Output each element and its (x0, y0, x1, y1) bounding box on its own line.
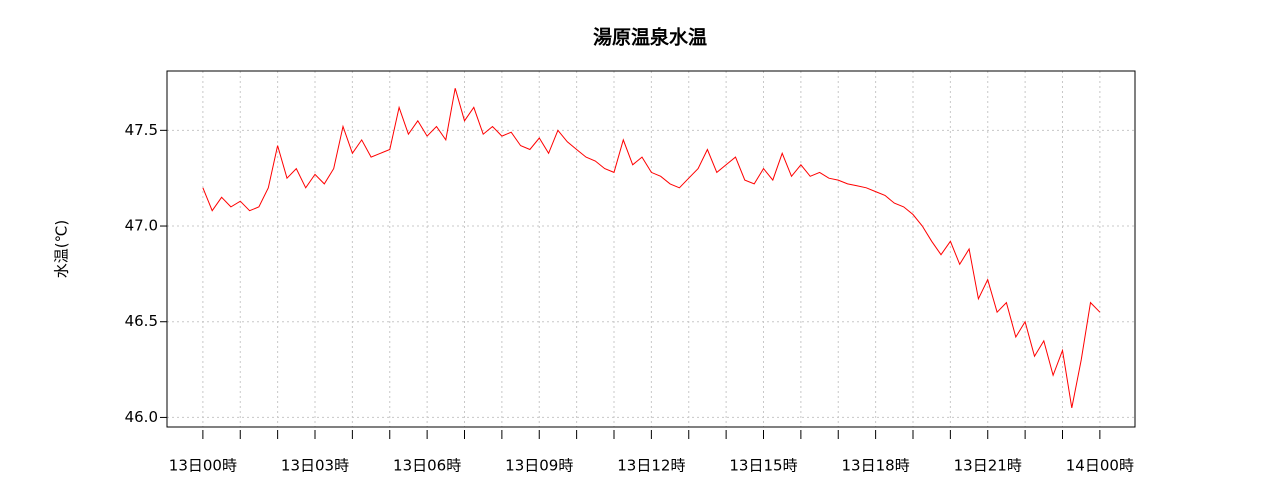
x-tick-label: 13日09時 (505, 457, 573, 475)
chart-title: 湯原温泉水温 (593, 26, 707, 49)
x-tick-label: 14日00時 (1066, 457, 1134, 475)
x-tick-label: 13日03時 (281, 457, 349, 475)
data-line (202, 88, 1101, 408)
y-tick-label: 46.0 (125, 408, 158, 426)
x-tick-label: 13日06時 (393, 457, 461, 475)
y-axis-label: 水温(℃) (53, 220, 71, 279)
x-tick-label: 13日15時 (729, 457, 797, 475)
x-tick-label: 13日00時 (169, 457, 237, 475)
x-tick-label: 13日12時 (617, 457, 685, 475)
x-tick-label: 13日21時 (954, 457, 1022, 475)
y-tick-label: 47.5 (125, 121, 158, 139)
y-tick-label: 46.5 (125, 312, 158, 330)
x-tick-label: 13日18時 (842, 457, 910, 475)
y-tick-label: 47.0 (125, 217, 158, 235)
plot-frame (166, 70, 1136, 428)
